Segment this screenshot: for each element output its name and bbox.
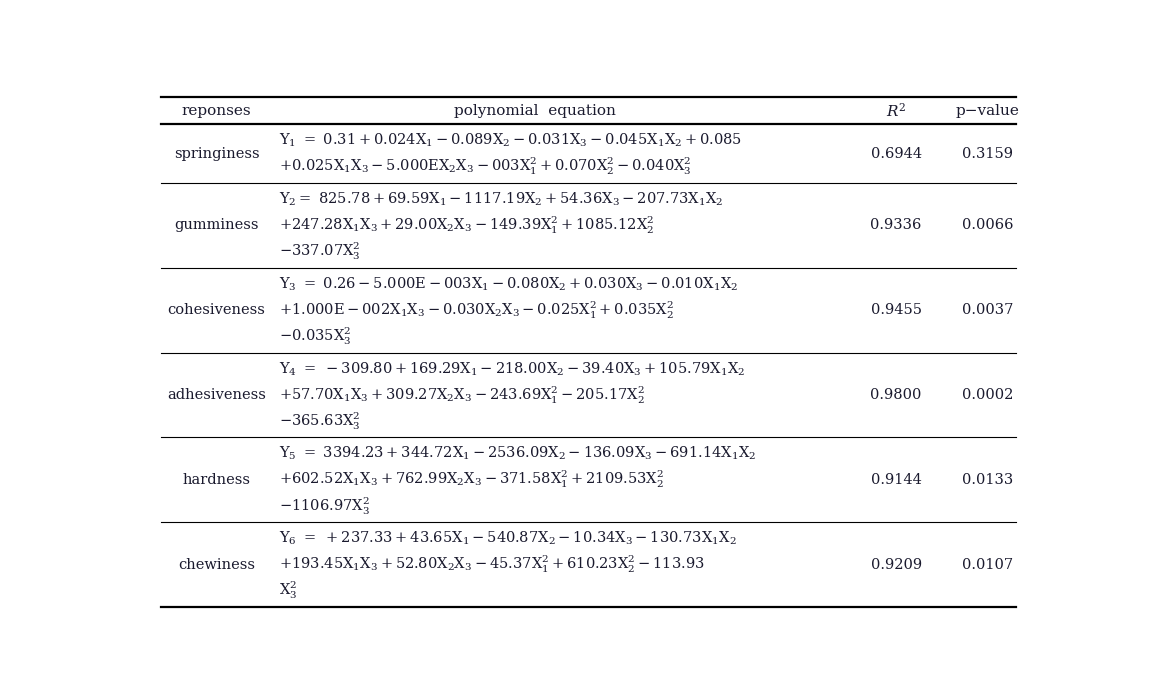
Text: 0.0133: 0.0133 xyxy=(962,473,1013,487)
Text: $\mathrm{Y_6\ =\ +237.33+43.65X_1-540.87X_2-10.34X_3-130.73X_1X_2}$: $\mathrm{Y_6\ =\ +237.33+43.65X_1-540.87… xyxy=(279,530,737,547)
Text: $\mathrm{+1.000E-002X_1X_3-0.030X_2X_3-0.025X_1^2+0.035X_2^2}$: $\mathrm{+1.000E-002X_1X_3-0.030X_2X_3-0… xyxy=(279,300,674,321)
Text: $\mathrm{-0.035X_3^2}$: $\mathrm{-0.035X_3^2}$ xyxy=(279,326,352,347)
Text: $\mathrm{Y_2{=}\ 825.78+69.59X_1-1117.19X_2+54.36X_3-207.73X_1X_2}$: $\mathrm{Y_2{=}\ 825.78+69.59X_1-1117.19… xyxy=(279,191,724,208)
Text: 0.0037: 0.0037 xyxy=(962,303,1013,317)
Text: $\mathrm{-365.63X_3^2}$: $\mathrm{-365.63X_3^2}$ xyxy=(279,410,361,432)
Text: $\mathrm{+57.70X_1X_3+309.27X_2X_3-243.69X_1^2-205.17X_2^2}$: $\mathrm{+57.70X_1X_3+309.27X_2X_3-243.6… xyxy=(279,384,645,405)
Text: chewiness: chewiness xyxy=(178,558,255,572)
Text: 0.3159: 0.3159 xyxy=(963,147,1013,161)
Text: gumminess: gumminess xyxy=(175,218,259,232)
Text: 0.0107: 0.0107 xyxy=(962,558,1013,572)
Text: 0.0002: 0.0002 xyxy=(962,388,1013,402)
Text: $\mathit{R}^2$: $\mathit{R}^2$ xyxy=(886,102,907,120)
Text: $\mathrm{-1106.97X_3^2}$: $\mathrm{-1106.97X_3^2}$ xyxy=(279,496,370,517)
Text: 0.9336: 0.9336 xyxy=(871,218,921,232)
Text: $\mathrm{+0.025X_1X_3-5.000EX_2X_3-003X_1^2+0.070X_2^2-0.040X_3^2}$: $\mathrm{+0.025X_1X_3-5.000EX_2X_3-003X_… xyxy=(279,156,692,178)
Text: $\mathrm{+602.52X_1X_3+762.99X_2X_3-371.58X_1^2+2109.53X_2^2}$: $\mathrm{+602.52X_1X_3+762.99X_2X_3-371.… xyxy=(279,469,664,491)
Text: 0.0066: 0.0066 xyxy=(962,218,1013,232)
Text: $\mathrm{+247.28X_1X_3+29.00X_2X_3-149.39X_1^2+1085.12X_2^2}$: $\mathrm{+247.28X_1X_3+29.00X_2X_3-149.3… xyxy=(279,215,654,236)
Text: $\mathrm{Y_1\ =\ 0.31+0.024X_1-0.089X_2-0.031X_3-0.045X_1X_2+0.085}$: $\mathrm{Y_1\ =\ 0.31+0.024X_1-0.089X_2-… xyxy=(279,132,742,150)
Text: polynomial  equation: polynomial equation xyxy=(455,103,616,118)
Text: $\mathrm{X_3^2}$: $\mathrm{X_3^2}$ xyxy=(279,580,298,601)
Text: $\mathrm{Y_3\ =\ 0.26-5.000E-003X_1-0.080X_2+0.030X_3-0.010X_1X_2}$: $\mathrm{Y_3\ =\ 0.26-5.000E-003X_1-0.08… xyxy=(279,275,738,293)
Text: $\mathrm{Y_4\ =\ -309.80+169.29X_1-218.00X_2-39.40X_3+105.79X_1X_2}$: $\mathrm{Y_4\ =\ -309.80+169.29X_1-218.0… xyxy=(279,360,746,377)
Text: adhesiveness: adhesiveness xyxy=(168,388,267,402)
Text: hardness: hardness xyxy=(183,473,250,487)
Text: 0.9455: 0.9455 xyxy=(871,303,921,317)
Text: cohesiveness: cohesiveness xyxy=(168,303,265,317)
Text: 0.6944: 0.6944 xyxy=(871,147,921,161)
Text: 0.9144: 0.9144 xyxy=(871,473,921,487)
Text: springiness: springiness xyxy=(173,147,260,161)
Text: 0.9800: 0.9800 xyxy=(871,388,921,402)
Text: $\mathrm{+193.45X_1X_3+52.80X_2X_3-45.37X_1^2+610.23X_2^2-113.93}$: $\mathrm{+193.45X_1X_3+52.80X_2X_3-45.37… xyxy=(279,554,704,575)
Text: reponses: reponses xyxy=(182,103,252,118)
Text: p−value: p−value xyxy=(956,103,1019,118)
Text: $\mathrm{Y_5\ =\ 3394.23+344.72X_1-2536.09X_2-136.09X_3-691.14X_1X_2}$: $\mathrm{Y_5\ =\ 3394.23+344.72X_1-2536.… xyxy=(279,445,756,463)
Text: $\mathrm{-337.07X_3^2}$: $\mathrm{-337.07X_3^2}$ xyxy=(279,241,361,262)
Text: 0.9209: 0.9209 xyxy=(871,558,921,572)
